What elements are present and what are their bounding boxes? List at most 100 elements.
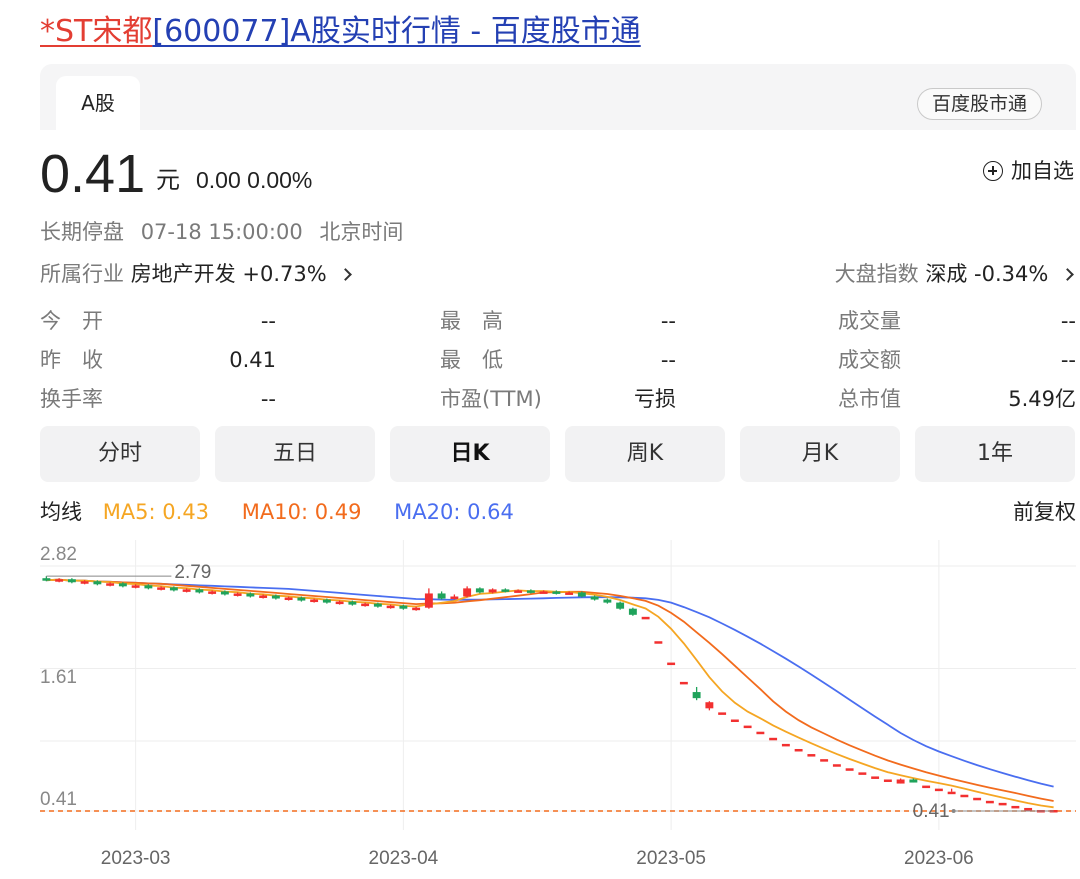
x-tick-label: 2023-06 — [904, 848, 974, 869]
page-title[interactable]: *ST宋都[600077]A股实时行情 - 百度股市通 — [40, 10, 641, 54]
candle-body — [157, 587, 166, 590]
ma-lines — [40, 578, 1076, 812]
candle-body — [310, 599, 319, 603]
ma20-legend: MA20: 0.64 — [394, 500, 514, 524]
candle-body — [628, 608, 637, 615]
ma20-line — [46, 578, 1054, 788]
candle-body — [348, 601, 357, 605]
candle-body — [373, 603, 382, 607]
stats-row: 今 开 -- 最 高 -- 成交量 -- — [40, 302, 1076, 341]
candle-body — [386, 605, 395, 609]
tab-a-share[interactable]: A股 — [56, 76, 140, 130]
y-tick-label: 1.61 — [40, 667, 77, 688]
ma5-line — [46, 578, 1054, 809]
candle-body — [475, 588, 484, 593]
status-state: 长期停盘 — [40, 220, 124, 244]
tab-monthly-k[interactable]: 月K — [740, 426, 900, 482]
candle-body — [93, 581, 102, 585]
candle-body — [832, 764, 841, 767]
candle-body — [985, 800, 994, 804]
stat-label: 最 高 — [440, 309, 503, 333]
add-watchlist-label: 加自选 — [1011, 159, 1074, 183]
candle-body — [169, 587, 178, 591]
candle-body — [335, 601, 344, 605]
adjust-toggle[interactable]: 前复权 — [1013, 500, 1076, 524]
candle-body — [450, 596, 459, 599]
stat-label: 今 开 — [40, 309, 103, 333]
candle-body — [322, 599, 331, 603]
brand-button[interactable]: 百度股市通 — [916, 88, 1042, 120]
title-link[interactable]: [600077]A股实时行情 - 百度股市通 — [152, 14, 641, 49]
stat-label: 市盈(TTM) — [440, 387, 542, 411]
tab-one-year[interactable]: 1年 — [915, 426, 1075, 482]
price-unit: 元 — [156, 166, 180, 194]
kline-chart[interactable]: 2.82 1.61 0.41 2023-03 2023-04 2023-05 2023-06… — [0, 540, 1080, 879]
y-tick-label: 0.41 — [40, 789, 77, 810]
tab-daily-k[interactable]: 日K — [390, 426, 550, 482]
candle-body — [412, 607, 421, 611]
candle-body — [284, 597, 293, 601]
index-change: -0.34% — [974, 262, 1049, 286]
tab-five-day[interactable]: 五日 — [215, 426, 375, 482]
market-tabbar: A股 百度股市通 — [40, 64, 1076, 130]
candle-body — [871, 776, 880, 779]
period-tabs: 分时 五日 日K 周K 月K 1年 — [40, 426, 1076, 482]
candle-body — [616, 602, 625, 609]
candle-body — [131, 585, 140, 588]
candle-body — [424, 593, 433, 608]
stat-value: -- — [260, 309, 276, 333]
tab-weekly-k[interactable]: 周K — [565, 426, 725, 482]
status-zone: 北京时间 — [319, 220, 404, 244]
stat-value: 亏损 — [634, 387, 676, 411]
quote-stats: 今 开 -- 最 高 -- 成交量 -- 昨 收 0.41 最 低 -- 成交额… — [40, 302, 1076, 419]
candle-body — [998, 802, 1007, 806]
candle-body — [399, 605, 408, 609]
candle-body — [144, 585, 153, 589]
candle-body — [679, 681, 688, 685]
candle-body — [973, 797, 982, 801]
stat-label: 最 低 — [440, 348, 503, 372]
industry-link[interactable]: 所属行业 房地产开发 +0.73% — [40, 258, 353, 290]
candle-body — [947, 791, 956, 795]
candle-body — [118, 583, 127, 587]
candle-body — [820, 759, 829, 762]
x-tick-label: 2023-05 — [636, 848, 706, 869]
candle-body — [55, 579, 64, 582]
market-index-link[interactable]: 大盘指数 深成 -0.34% — [834, 258, 1074, 290]
candle-body — [539, 591, 548, 594]
candle-body — [781, 743, 790, 747]
industry-name: 房地产开发 — [130, 262, 236, 286]
min-leader-dot — [951, 809, 956, 813]
index-label: 大盘指数 — [834, 262, 919, 286]
plus-circle-icon — [983, 161, 1003, 181]
current-price: 0.41 — [40, 144, 146, 204]
candle-body — [488, 589, 497, 593]
candle-body — [297, 597, 306, 601]
candle-body — [233, 593, 242, 596]
stock-name-link[interactable]: *ST宋都 — [40, 14, 153, 49]
industry-change: +0.73% — [242, 262, 327, 286]
candle-body — [577, 592, 586, 597]
tab-intraday[interactable]: 分时 — [40, 426, 200, 482]
candle-body — [858, 772, 867, 775]
candle-body — [437, 593, 446, 599]
candle-body — [807, 754, 816, 757]
add-watchlist-button[interactable]: 加自选 — [983, 155, 1074, 187]
candle-body — [271, 595, 280, 599]
index-name: 深成 — [925, 262, 968, 286]
candle-body — [756, 731, 765, 735]
candle-body — [565, 592, 574, 595]
stat-value: -- — [1060, 309, 1076, 333]
candle-body — [552, 591, 561, 594]
stat-label: 昨 收 — [40, 348, 103, 372]
max-price-label: 2.79 — [174, 562, 211, 583]
candle-body — [259, 595, 268, 598]
candle-body — [463, 588, 472, 597]
candle-body — [641, 616, 650, 620]
candle-body — [730, 719, 739, 723]
chart-labels: 2.82 1.61 0.41 2023-03 2023-04 2023-05 2023-06… — [40, 544, 1054, 869]
candle-body — [794, 748, 803, 752]
chart-grid — [40, 540, 1076, 830]
candle-body — [80, 581, 89, 584]
candle-body — [654, 641, 663, 644]
